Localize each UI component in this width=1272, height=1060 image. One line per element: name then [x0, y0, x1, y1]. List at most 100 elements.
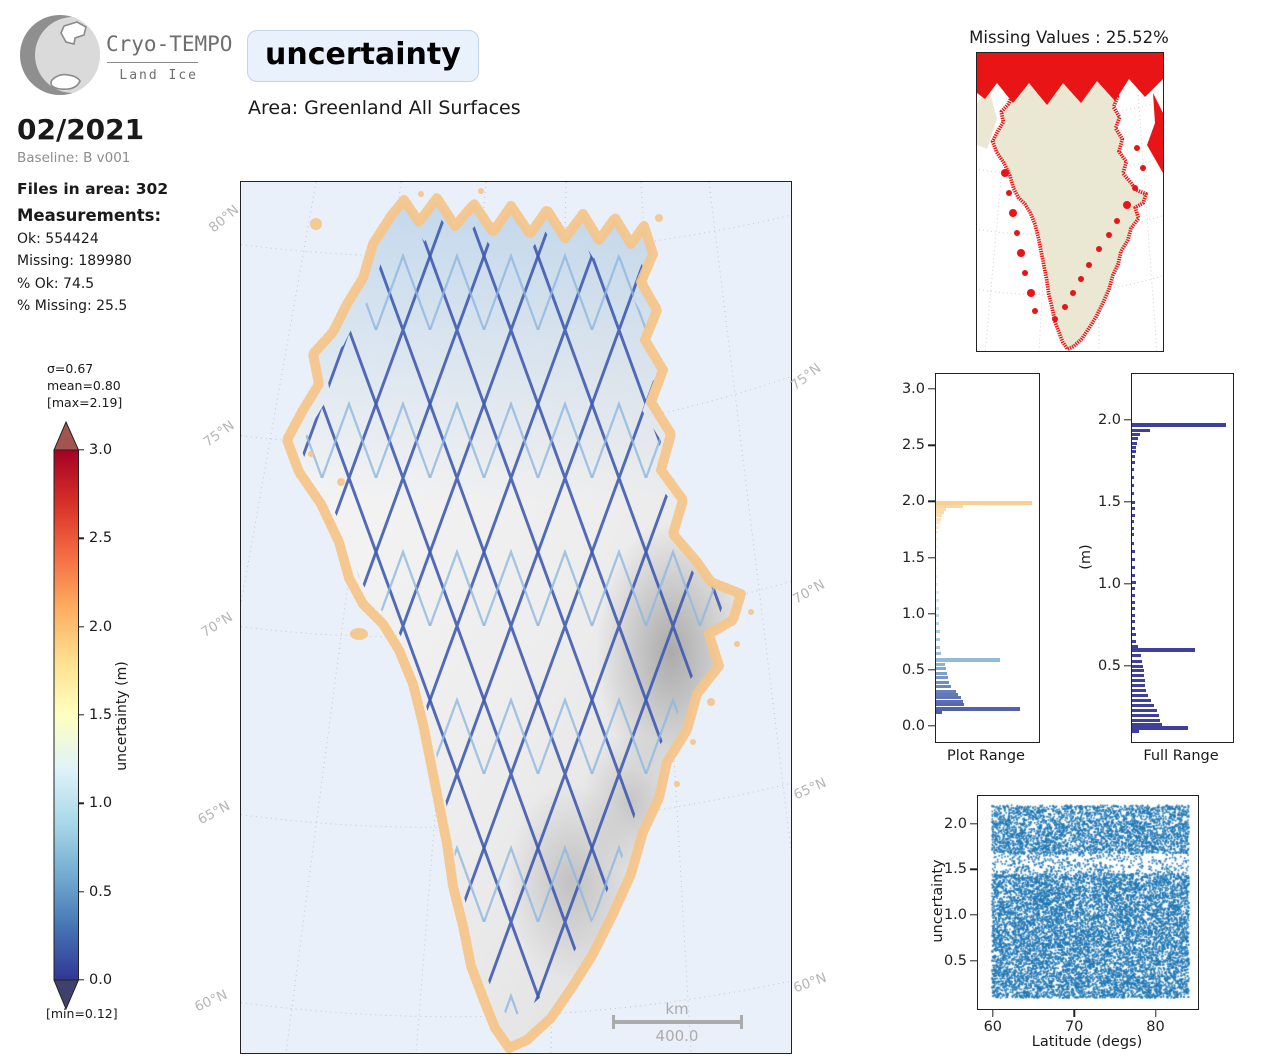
hist-bar: [1132, 726, 1188, 731]
lat-label-right-70n: 70°N: [790, 576, 828, 608]
hist-bar: [936, 689, 956, 693]
hist-bar: [1132, 520, 1135, 524]
y-axis-tick: [928, 388, 935, 390]
y-axis-tick-label: 1.5: [1097, 494, 1121, 510]
colorbar-tick: [78, 890, 84, 893]
colorbar-tick-label: 3.0: [89, 442, 113, 458]
stat-missing: Missing: 189980: [17, 253, 132, 269]
y-axis-tick: [928, 556, 935, 559]
hist-bar: [1132, 507, 1136, 511]
hist-bar: [1132, 620, 1136, 624]
y-axis-tick: [928, 725, 935, 727]
y-axis-tick: [928, 500, 935, 502]
hist-bar: [1132, 684, 1146, 688]
hist-bar: [936, 511, 944, 515]
hist-bar: [1132, 703, 1155, 707]
colorbar-under-arrow: [53, 979, 80, 1011]
colorbar-tick-label: 2.5: [89, 530, 113, 547]
globe-icon: [20, 15, 100, 95]
hist-bar: [936, 590, 939, 594]
hist-bar: [936, 703, 965, 707]
colorbar-axis-label: uncertainty (m): [114, 661, 130, 771]
hist-bar: [1132, 533, 1135, 537]
hist-bar: [1132, 484, 1135, 488]
coastal-margin: [282, 193, 746, 1053]
hist-bar: [936, 598, 939, 602]
missing-land: [990, 56, 1148, 351]
lat-label-left-65n: 65°N: [195, 797, 233, 829]
colorbar-mean: mean=0.80: [47, 378, 121, 393]
full-range-histogram: 0.5 1.0 1.5 2.0: [1098, 373, 1234, 743]
hist-bar: [1132, 718, 1161, 722]
hist-bar: [1132, 454, 1136, 458]
scatter-ylabel: uncertainty: [930, 859, 946, 943]
hist-bar: [1132, 689, 1147, 693]
y-axis-tick-label: 0.0: [901, 718, 925, 734]
y-axis-tick: [1124, 583, 1131, 585]
lat-label-right-65n: 65°N: [791, 774, 829, 804]
hist-bar: [1132, 633, 1136, 637]
x-axis-tick: [1073, 1010, 1075, 1017]
colorbar-tick: [78, 449, 84, 451]
lat-label-right-60n: 60°N: [791, 969, 829, 997]
hist-bar: [936, 622, 940, 626]
hist-bar: [1132, 647, 1195, 652]
x-axis-tick-label: 60: [983, 1019, 1003, 1035]
lat-label-left-70n: 70°N: [198, 609, 236, 641]
hist-bar: [1132, 566, 1135, 570]
hist-bar: [1132, 664, 1143, 668]
hist-bar: [936, 614, 940, 618]
hist-bar: [936, 514, 942, 518]
plot-range-histogram: 0.0 0.5 1.0 1.5 2.0 2.5 3.0: [902, 373, 1040, 743]
hist-bar: [1132, 679, 1145, 683]
area-label: Area: Greenland All Surfaces: [248, 97, 521, 119]
hist-bar: [1132, 422, 1226, 427]
hist-bar: [1132, 708, 1158, 712]
x-axis-tick-label: 80: [1146, 1019, 1165, 1035]
stat-pct-missing: % Missing: 25.5: [17, 298, 128, 314]
hist-bar: [936, 699, 963, 703]
y-axis-tick: [1124, 501, 1131, 503]
coastal-islands: [308, 188, 754, 787]
mini-graticule: [977, 53, 1163, 351]
variable-badge: uncertainty: [247, 30, 479, 82]
greenland-outline-icon: [60, 21, 87, 45]
hist-bar: [1132, 653, 1141, 657]
lat-label-left-80n: 80°N: [205, 201, 243, 237]
baseline-label: Baseline: B v001: [17, 150, 131, 166]
hist-bar: [1132, 526, 1135, 530]
x-axis-tick: [992, 1010, 994, 1017]
colorbar: [53, 421, 80, 1011]
hist-bar: [1132, 500, 1135, 504]
ice-sheet: [282, 188, 754, 1053]
full-range-title: Full Range: [1143, 748, 1219, 764]
scatter-xlabel: Latitude (degs): [1031, 1034, 1143, 1050]
colorbar-over-arrow: [53, 421, 80, 451]
hist-bar: [1132, 433, 1141, 437]
hist-bar: [936, 559, 939, 563]
hist-bar: [1132, 549, 1135, 553]
hist-bar: [1132, 722, 1163, 726]
colorbar-gradient: [53, 449, 79, 981]
missing-map-figure: [977, 53, 1163, 351]
colorbar-sigma: σ=0.67: [47, 361, 94, 376]
hist-bar: [1132, 669, 1144, 673]
colorbar-tick: [78, 979, 84, 981]
hist-bar: [936, 606, 940, 610]
hist-bar: [1132, 698, 1152, 702]
colorbar-tick-label: 2.0: [89, 618, 113, 635]
y-axis-tick-label: 1.0: [901, 605, 925, 622]
greenland-map-figure: [241, 182, 791, 1053]
hist-bar: [936, 575, 939, 579]
hist-bar: [936, 667, 947, 671]
main-uncertainty-map: [240, 181, 792, 1054]
hist-bar: [1132, 613, 1136, 617]
hist-bar: [1132, 449, 1136, 453]
y-axis-tick-label: 1.0: [1097, 576, 1121, 592]
hist-bar: [936, 630, 940, 634]
brand-divider: [107, 62, 198, 63]
hist-bar: [936, 645, 941, 649]
y-axis-tick-label: 1.5: [943, 861, 967, 878]
y-axis-tick: [1124, 419, 1131, 421]
measurements-heading: Measurements:: [17, 206, 162, 225]
